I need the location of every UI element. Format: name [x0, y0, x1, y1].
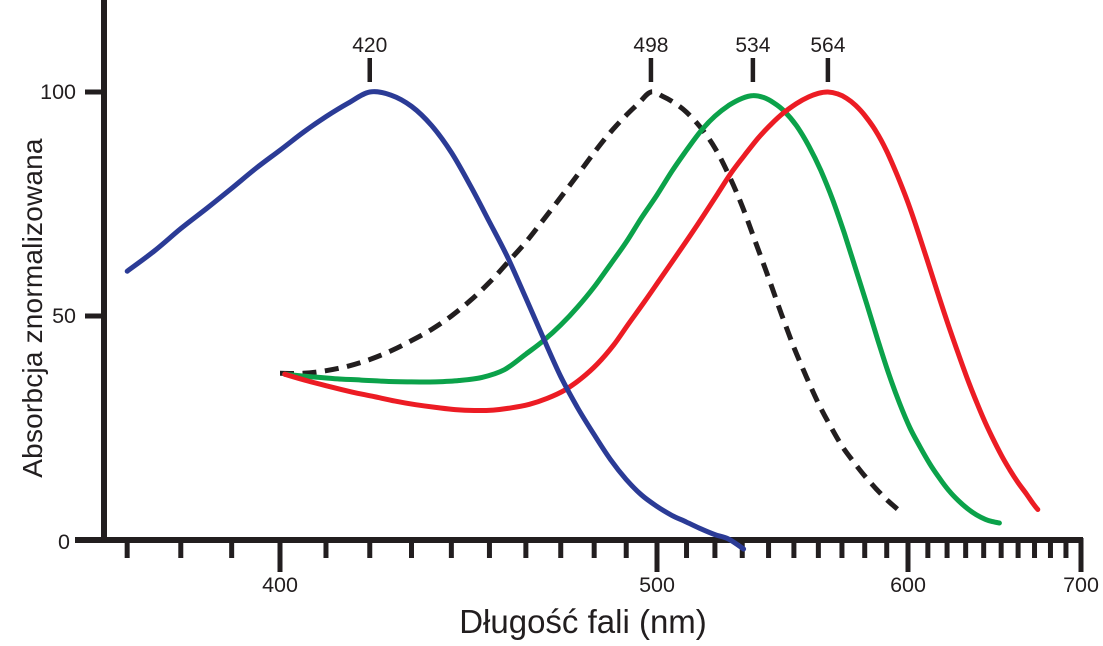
- curve-cone-420-blue: [124, 89, 747, 552]
- x-tick-label-600: 600: [890, 573, 926, 597]
- x-tick-label-700: 700: [1063, 573, 1099, 597]
- x-tick-label-500: 500: [639, 573, 675, 597]
- peak-marker-label-420: 420: [352, 34, 387, 57]
- y-tick-label-100: 100: [40, 80, 76, 104]
- x-axis-title: Długość fali (nm): [459, 603, 707, 640]
- peak-marker-label-534: 534: [735, 34, 770, 57]
- y-tick-label-0: 0: [58, 530, 70, 554]
- curve-rod-498-dashed-black: [279, 89, 906, 517]
- y-axis-title: Absorbcja znormalizowana: [17, 138, 48, 478]
- peak-marker-label-498: 498: [633, 34, 668, 57]
- y-tick-label-50: 50: [52, 304, 76, 328]
- curve-cone-564-red: [282, 89, 1041, 512]
- x-tick-label-400: 400: [262, 573, 298, 597]
- curve-cone-534-green: [282, 93, 1002, 526]
- peak-marker-label-564: 564: [810, 34, 845, 57]
